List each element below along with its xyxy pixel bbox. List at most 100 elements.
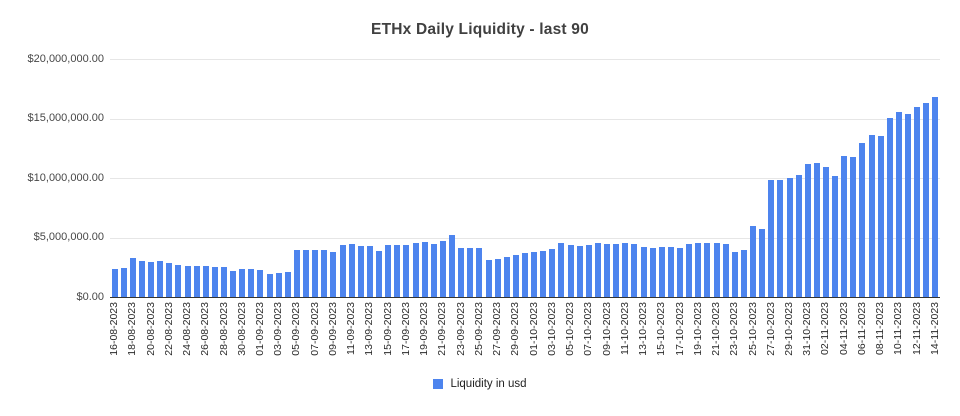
bar[interactable] <box>813 163 820 297</box>
bar[interactable] <box>357 246 364 297</box>
bar[interactable] <box>120 268 127 297</box>
x-axis-tick-label: 06-11-2023 <box>855 302 868 355</box>
bar[interactable] <box>786 178 793 297</box>
bar[interactable] <box>111 269 118 297</box>
bar[interactable] <box>412 243 419 297</box>
bar[interactable] <box>667 247 674 297</box>
x-axis-tick-label: 28-08-2023 <box>217 302 230 356</box>
x-axis-tick-label: 16-08-2023 <box>108 302 121 356</box>
bar[interactable] <box>658 247 665 297</box>
bar[interactable] <box>266 274 273 297</box>
bar[interactable] <box>275 273 282 297</box>
bar[interactable] <box>549 249 556 297</box>
bar[interactable] <box>877 136 884 297</box>
bar[interactable] <box>841 156 848 297</box>
bar[interactable] <box>932 97 939 297</box>
bar[interactable] <box>613 244 620 297</box>
bar[interactable] <box>777 180 784 297</box>
x-axis-tick-label: 05-10-2023 <box>564 302 577 356</box>
bar[interactable] <box>795 175 802 297</box>
bar[interactable] <box>850 157 857 297</box>
bar[interactable] <box>859 143 866 297</box>
bar[interactable] <box>522 253 528 297</box>
bar[interactable] <box>914 107 921 297</box>
bar[interactable] <box>822 167 829 297</box>
bar[interactable] <box>649 248 656 297</box>
x-axis-tick-label: 08-11-2023 <box>874 302 887 355</box>
bar[interactable] <box>540 251 547 297</box>
bar[interactable] <box>348 244 355 297</box>
bar[interactable] <box>905 114 912 297</box>
bar[interactable] <box>339 245 346 297</box>
bar[interactable] <box>467 248 474 297</box>
bar[interactable] <box>257 270 264 297</box>
bar[interactable] <box>512 255 519 297</box>
bar[interactable] <box>230 271 237 297</box>
bar[interactable] <box>631 244 638 297</box>
bar[interactable] <box>895 112 902 297</box>
bar[interactable] <box>640 247 647 297</box>
bar[interactable] <box>394 245 401 297</box>
bar[interactable] <box>239 269 246 297</box>
bar[interactable] <box>832 176 839 297</box>
bar[interactable] <box>750 226 757 297</box>
bar[interactable] <box>138 261 145 297</box>
bar[interactable] <box>403 245 410 297</box>
bar[interactable] <box>686 244 693 297</box>
bar[interactable] <box>768 180 775 297</box>
bar[interactable] <box>303 250 310 297</box>
bar[interactable] <box>722 244 729 297</box>
bar[interactable] <box>421 242 428 297</box>
bar[interactable] <box>284 272 291 297</box>
bar[interactable] <box>330 252 337 297</box>
bar[interactable] <box>576 246 583 297</box>
bar[interactable] <box>293 250 300 297</box>
bar[interactable] <box>531 252 538 297</box>
legend-swatch <box>433 379 444 389</box>
bar[interactable] <box>321 250 328 297</box>
bar[interactable] <box>759 229 766 297</box>
bar[interactable] <box>166 263 173 297</box>
bar[interactable] <box>449 235 456 297</box>
bar[interactable] <box>503 257 510 297</box>
x-axis-tick-label: 21-10-2023 <box>710 302 723 356</box>
bar[interactable] <box>695 243 702 297</box>
x-axis-tick-label: 31-10-2023 <box>801 302 814 356</box>
bar[interactable] <box>886 118 893 297</box>
bar[interactable] <box>248 269 255 297</box>
bar[interactable] <box>494 259 501 297</box>
bar[interactable] <box>221 267 227 297</box>
bar[interactable] <box>211 267 218 297</box>
bar[interactable] <box>184 266 191 297</box>
bar[interactable] <box>193 266 200 297</box>
bar[interactable] <box>731 252 738 297</box>
bar[interactable] <box>366 246 373 297</box>
bar[interactable] <box>430 244 437 297</box>
bar[interactable] <box>476 248 483 297</box>
bar[interactable] <box>622 243 629 297</box>
bar[interactable] <box>713 243 720 297</box>
bar[interactable] <box>175 265 182 297</box>
bar[interactable] <box>923 103 930 297</box>
bar[interactable] <box>312 250 319 297</box>
bar[interactable] <box>677 248 684 297</box>
bar[interactable] <box>585 245 592 297</box>
bar[interactable] <box>594 243 601 297</box>
bar[interactable] <box>604 244 611 297</box>
bar[interactable] <box>558 243 565 297</box>
bar[interactable] <box>385 245 392 297</box>
bar[interactable] <box>804 164 811 297</box>
bar[interactable] <box>740 250 747 297</box>
bar[interactable] <box>157 261 164 297</box>
bar[interactable] <box>458 248 465 297</box>
bar[interactable] <box>868 135 875 297</box>
bar[interactable] <box>485 260 492 297</box>
x-axis-tick-label: 27-09-2023 <box>491 302 504 356</box>
bar[interactable] <box>567 245 574 297</box>
bar[interactable] <box>704 243 711 297</box>
bar[interactable] <box>202 266 209 297</box>
bar[interactable] <box>376 251 383 297</box>
bar[interactable] <box>129 258 136 297</box>
bar[interactable] <box>148 262 155 297</box>
bar[interactable] <box>439 241 446 297</box>
